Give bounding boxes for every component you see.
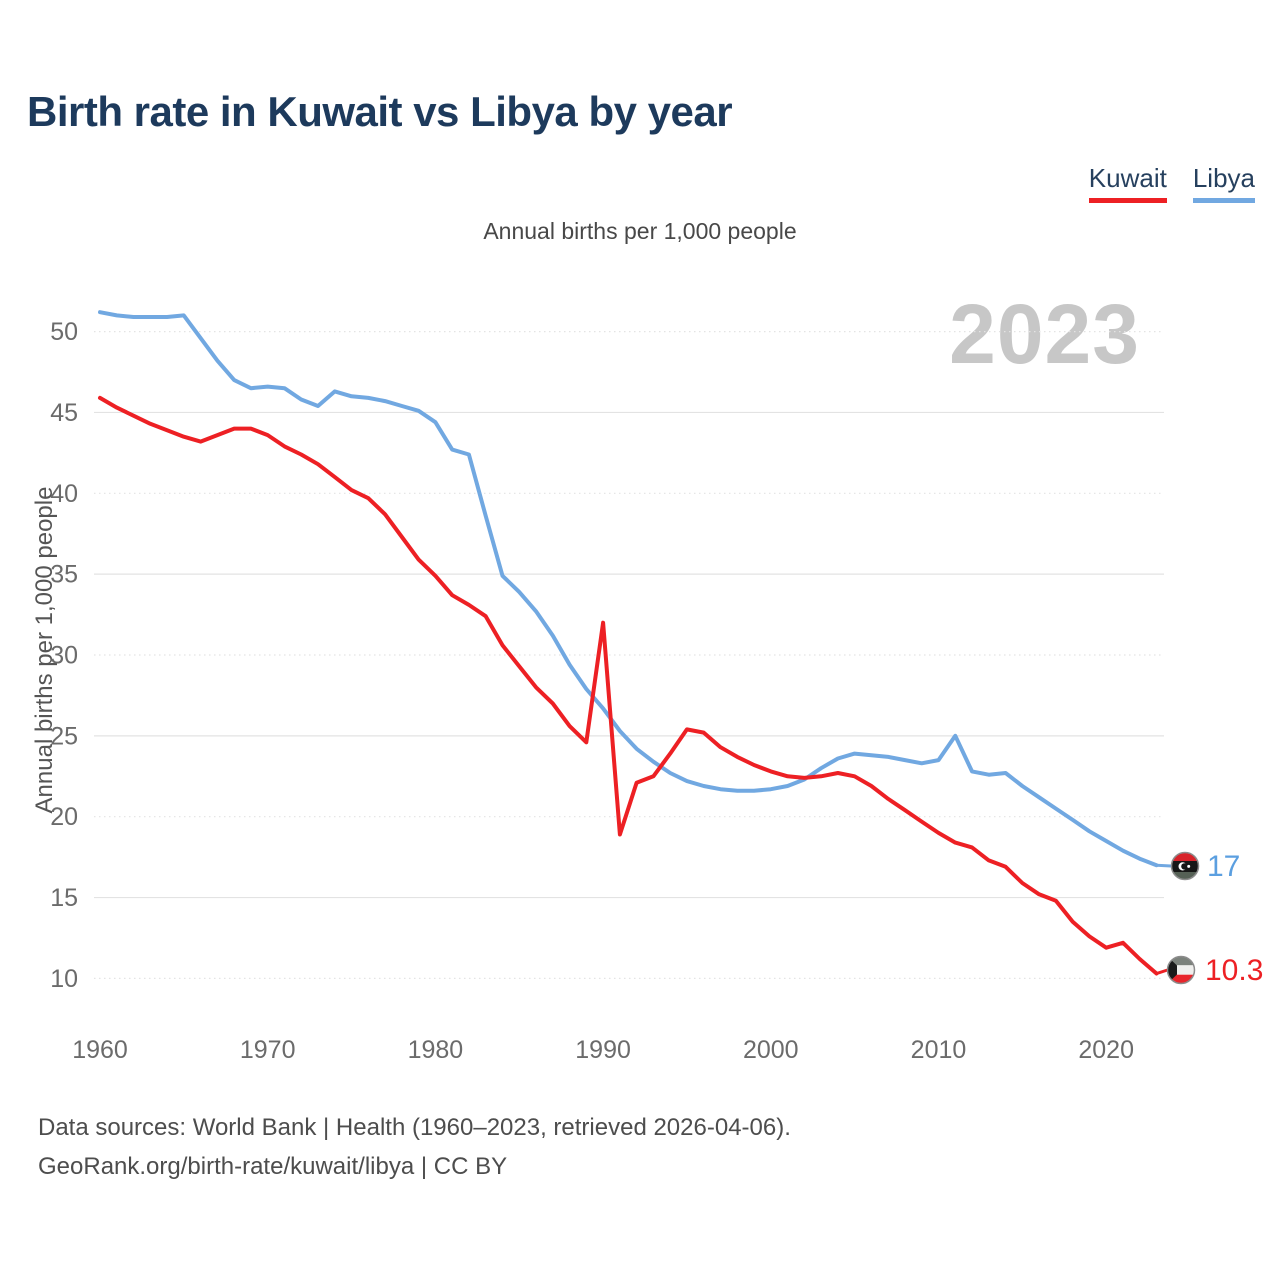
page-title: Birth rate in Kuwait vs Libya by year bbox=[27, 88, 733, 135]
y-tick-label-35: 35 bbox=[50, 561, 78, 589]
y-tick-label-50: 50 bbox=[50, 318, 78, 346]
plot-generated-layer: 10 15 20 25 30 35 40 45 50 1960 1970 1980 1990 2000 20… bbox=[50, 310, 1173, 1064]
y-tick-label-15: 15 bbox=[50, 884, 78, 912]
y-tick-label-10: 10 bbox=[50, 965, 78, 993]
footer: Data sources: World Bank | Health (1960–… bbox=[38, 1108, 791, 1186]
y-tick-label-30: 30 bbox=[50, 642, 78, 670]
libya-line bbox=[98, 310, 1159, 868]
legend: Kuwait Libya bbox=[1088, 163, 1255, 203]
end-value-libya: 17 bbox=[1207, 850, 1240, 883]
y-tick-label-20: 20 bbox=[50, 803, 78, 831]
x-tick-label-1990: 1990 bbox=[575, 1036, 631, 1064]
kuwait-line bbox=[98, 395, 1159, 976]
y-tick-label-45: 45 bbox=[50, 399, 78, 427]
legend-item-kuwait[interactable]: Kuwait bbox=[1088, 163, 1167, 203]
x-tick-label-1960: 1960 bbox=[72, 1036, 128, 1064]
chart-subtitle: Annual births per 1,000 people bbox=[483, 218, 797, 244]
kuwait-flag-icon bbox=[1166, 955, 1196, 985]
x-tick-label-1970: 1970 bbox=[240, 1036, 296, 1064]
legend-item-libya[interactable]: Libya bbox=[1192, 163, 1255, 203]
end-value-kuwait: 10.3 bbox=[1205, 954, 1263, 987]
x-tick-label-2010: 2010 bbox=[911, 1036, 967, 1064]
x-tick-label-2020: 2020 bbox=[1078, 1036, 1134, 1064]
x-tick-label-2000: 2000 bbox=[743, 1036, 799, 1064]
libya-end-connector bbox=[1155, 863, 1173, 868]
y-tick-label-40: 40 bbox=[50, 480, 78, 508]
kuwait-end-connector bbox=[1155, 968, 1169, 976]
footer-sources: Data sources: World Bank | Health (1960–… bbox=[38, 1114, 791, 1141]
footer-link: GeoRank.org/birth-rate/kuwait/libya | CC… bbox=[38, 1153, 508, 1180]
x-tick-label-1980: 1980 bbox=[408, 1036, 464, 1064]
y-tick-label-25: 25 bbox=[50, 722, 78, 750]
libya-flag-icon bbox=[1170, 851, 1200, 881]
year-watermark: 2023 bbox=[949, 287, 1140, 381]
